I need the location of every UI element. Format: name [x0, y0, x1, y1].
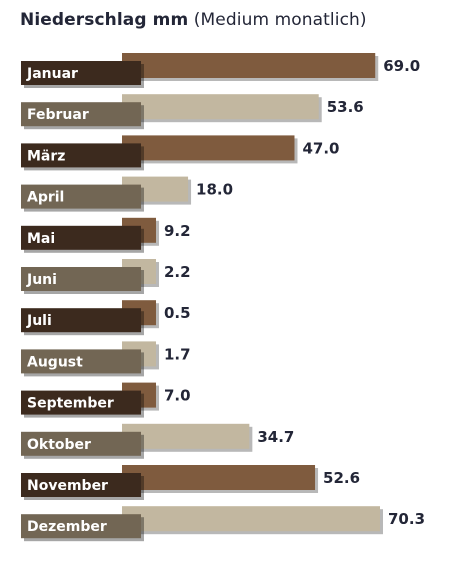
value-label: 9.2: [164, 222, 191, 240]
bar-dezember: [122, 506, 381, 532]
chart-title-lead: Niederschlag mm: [20, 10, 189, 30]
value-label: 53.6: [327, 98, 364, 116]
value-label: 18.0: [196, 181, 233, 199]
month-label-box: [21, 267, 141, 291]
month-label: Mai: [27, 231, 55, 247]
month-label-box: [21, 225, 141, 250]
month-label-box: [21, 308, 141, 333]
month-label-box: [21, 390, 141, 415]
bar-oktober: [122, 423, 250, 449]
value-label: 47.0: [302, 139, 339, 157]
bar-november: [122, 465, 316, 490]
month-label: November: [27, 478, 108, 494]
bar-märz: [122, 135, 295, 161]
value-label: 7.0: [164, 387, 191, 405]
month-label: März: [27, 148, 65, 164]
month-label-box: [21, 143, 141, 168]
month-label-box: [21, 349, 141, 374]
month-label-box: [21, 102, 141, 127]
month-label: Juli: [26, 313, 52, 329]
value-label: 69.0: [383, 57, 420, 75]
value-label: 70.3: [388, 510, 425, 528]
month-label: Januar: [26, 66, 78, 82]
bar-januar: [122, 53, 376, 78]
month-label: September: [27, 396, 114, 412]
month-label: Oktober: [27, 437, 91, 453]
bar-februar: [122, 94, 319, 120]
chart-title-rest: (Medium monatlich): [193, 10, 367, 30]
month-label-box: [21, 473, 141, 497]
month-label-box: [21, 514, 141, 539]
month-label: Februar: [27, 107, 89, 123]
value-label: 52.6: [323, 469, 360, 487]
month-label: Dezember: [27, 519, 107, 535]
month-label-box: [21, 184, 141, 209]
value-label: 34.7: [257, 428, 294, 446]
value-label: 1.7: [164, 345, 191, 363]
month-label: Juni: [26, 272, 57, 288]
value-label: 2.2: [164, 263, 191, 281]
chart-title: Niederschlag mm (Medium monatlich): [20, 10, 367, 30]
month-label: August: [27, 354, 83, 370]
value-label: 0.5: [164, 304, 191, 322]
month-label-box: [21, 431, 141, 456]
month-label: April: [27, 190, 64, 206]
month-label-box: [21, 61, 141, 85]
